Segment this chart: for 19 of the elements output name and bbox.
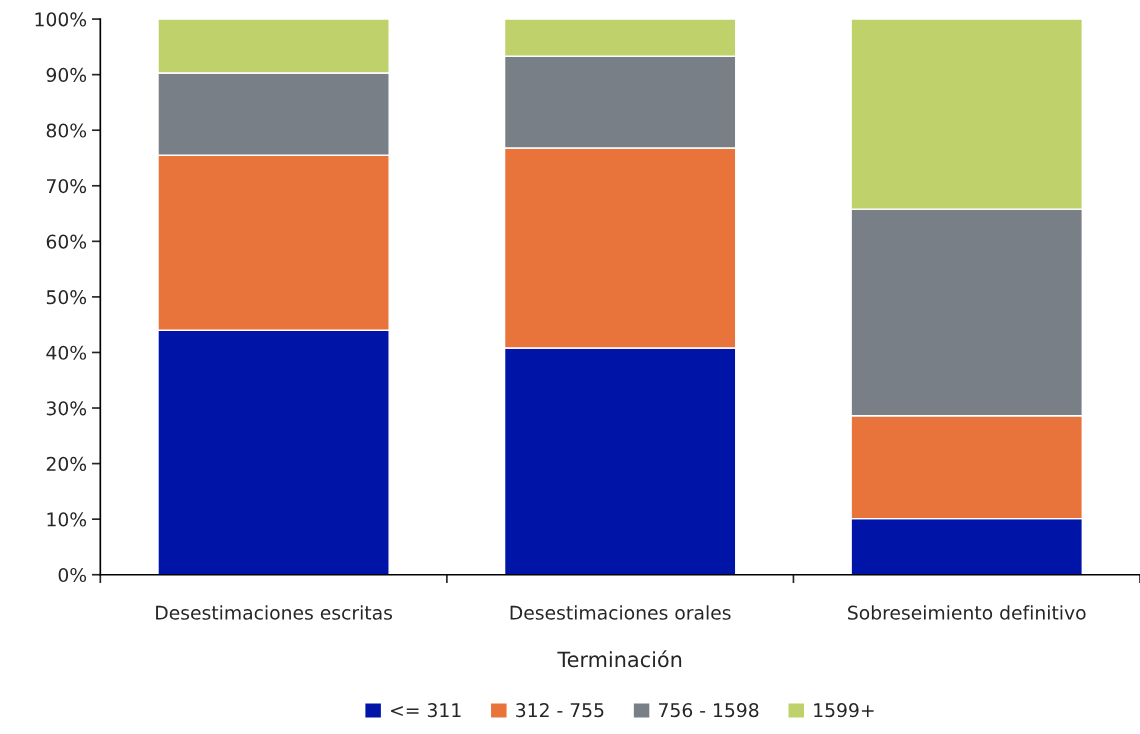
legend-label: 756 - 1598 xyxy=(659,703,759,718)
y-tick-label: 10% xyxy=(47,512,87,527)
y-tick-label: 20% xyxy=(46,456,87,471)
y-tick-label: 40% xyxy=(46,345,87,360)
y-tick-label: 60% xyxy=(46,234,87,249)
x-tick-label: Desestimaciones escritas xyxy=(156,605,393,620)
y-tick-label: 80% xyxy=(46,123,87,138)
y-tick-label: 0% xyxy=(58,567,87,583)
x-axis-title: Terminación xyxy=(557,650,682,668)
legend-label: 1599+ xyxy=(814,703,874,718)
legend-label: 312 - 755 xyxy=(516,703,604,718)
y-tick-label: 50% xyxy=(46,290,87,305)
legend-label: <= 311 xyxy=(391,703,461,718)
x-tick-label: Desestimaciones orales xyxy=(510,605,731,620)
y-tick-label: 70% xyxy=(46,178,87,194)
y-tick-label: 100% xyxy=(35,12,87,27)
y-tick-label: 90% xyxy=(46,67,87,83)
y-tick-label: 30% xyxy=(46,401,87,416)
x-tick-label: Sobreseimiento definitivo xyxy=(848,605,1086,620)
